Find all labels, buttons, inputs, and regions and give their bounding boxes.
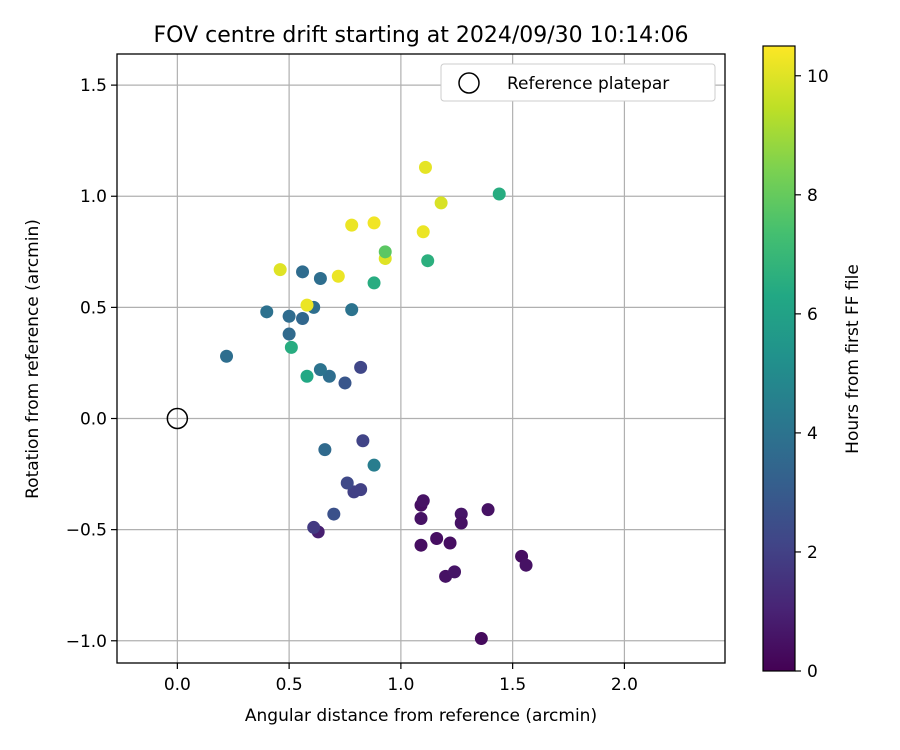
x-tick-label: 0.5 <box>276 675 303 695</box>
data-point <box>260 305 274 319</box>
data-point <box>345 218 359 232</box>
data-point <box>367 276 381 290</box>
legend: Reference platepar <box>440 63 716 102</box>
data-point <box>416 494 430 508</box>
x-tick-label: 1.0 <box>387 675 414 695</box>
data-point <box>416 225 430 239</box>
data-point <box>434 196 448 210</box>
colorbar-ticks: 0 2 4 6 8 10 <box>795 67 829 682</box>
data-point <box>322 369 336 383</box>
data-point <box>354 360 368 374</box>
data-point <box>454 507 468 521</box>
plot-frame <box>116 53 726 664</box>
data-point <box>430 532 444 546</box>
data-point <box>307 520 321 534</box>
y-axis-ticks: −1.0 −0.5 0.0 0.5 1.0 1.5 <box>66 76 117 652</box>
data-point <box>300 369 314 383</box>
data-point <box>519 558 533 572</box>
y-axis-label: Rotation from reference (arcmin) <box>23 219 43 499</box>
y-tick-label: 0.5 <box>80 298 107 318</box>
data-point <box>338 376 352 390</box>
data-point <box>367 216 381 230</box>
data-point <box>345 303 359 317</box>
data-point <box>282 327 296 341</box>
data-point <box>418 160 432 174</box>
data-point <box>454 516 468 530</box>
data-point <box>284 340 298 354</box>
data-point <box>220 349 234 363</box>
colorbar: 0 2 4 6 8 10 Hours from first FF file <box>762 45 863 682</box>
colorbar-tick-label: 0 <box>807 662 818 682</box>
y-tick-label: −0.5 <box>66 521 107 541</box>
y-tick-label: 1.0 <box>80 187 107 207</box>
data-point <box>481 503 495 517</box>
colorbar-tick-label: 8 <box>807 186 818 206</box>
data-point <box>414 538 428 552</box>
data-point <box>492 187 506 201</box>
x-axis-label: Angular distance from reference (arcmin) <box>245 706 597 726</box>
y-tick-label: 1.5 <box>80 76 107 96</box>
data-point <box>354 483 368 497</box>
data-points <box>220 160 533 646</box>
data-point <box>273 263 287 277</box>
data-point <box>448 565 462 579</box>
data-point <box>414 512 428 526</box>
data-point <box>443 536 457 550</box>
data-point <box>356 434 370 448</box>
colorbar-label: Hours from first FF file <box>843 264 863 454</box>
colorbar-tick-label: 6 <box>807 305 818 325</box>
data-point <box>313 363 327 377</box>
data-point <box>367 458 381 472</box>
data-point <box>474 632 488 646</box>
legend-marker-icon <box>458 72 480 94</box>
data-point <box>300 298 314 312</box>
data-point <box>421 254 435 268</box>
data-point <box>313 271 327 285</box>
data-point <box>296 265 310 279</box>
data-point <box>296 311 310 325</box>
colorbar-tick-label: 10 <box>807 67 829 87</box>
colorbar-tick-label: 2 <box>807 543 818 563</box>
reference-platepar-marker <box>166 407 189 430</box>
x-tick-label: 0.0 <box>164 675 191 695</box>
x-tick-label: 1.5 <box>499 675 526 695</box>
data-point <box>378 245 392 259</box>
colorbar-tick-label: 4 <box>807 424 818 444</box>
data-point <box>282 309 296 323</box>
data-point <box>340 476 354 490</box>
y-tick-label: −1.0 <box>66 632 107 652</box>
y-tick-label: 0.0 <box>80 410 107 430</box>
legend-label: Reference platepar <box>507 74 669 94</box>
data-point <box>318 443 332 457</box>
data-point <box>327 507 341 521</box>
x-tick-label: 2.0 <box>611 675 638 695</box>
legend-box <box>440 63 716 102</box>
data-point <box>331 269 345 283</box>
x-axis-ticks: 0.0 0.5 1.0 1.5 2.0 <box>164 663 638 695</box>
colorbar-gradient <box>762 45 796 672</box>
chart-title: FOV centre drift starting at 2024/09/30 … <box>154 23 689 48</box>
grid-lines <box>117 54 725 663</box>
